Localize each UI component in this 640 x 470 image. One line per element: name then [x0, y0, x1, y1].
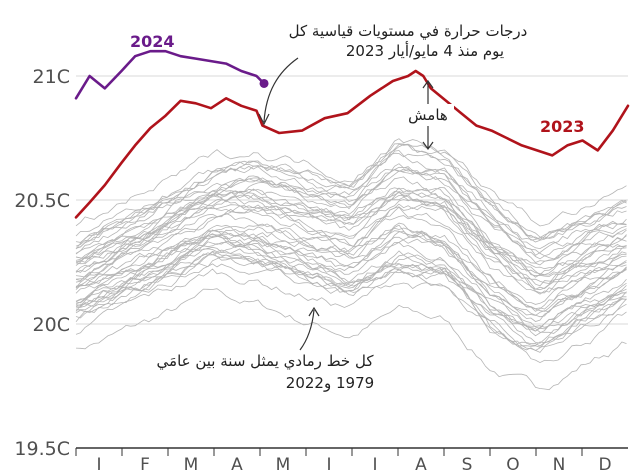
label-2024: 2024: [130, 32, 175, 51]
historical-year-line: [75, 187, 627, 273]
historical-year-line: [75, 176, 627, 270]
historical-year-line: [75, 138, 627, 227]
annotation-margin-label: هامش: [408, 106, 448, 124]
historical-year-line: [75, 190, 627, 278]
historical-year-line: [75, 234, 627, 329]
y-axis: 21C 20.5C 20C 19.5C: [14, 66, 70, 460]
annotation-margin-arrow-down: [422, 126, 434, 151]
y-tick-label: 20.5C: [14, 190, 70, 212]
historical-year-lines: [75, 138, 627, 391]
historical-year-line: [75, 252, 627, 347]
historical-year-line: [75, 168, 627, 259]
historical-year-line: [75, 190, 627, 277]
historical-year-line: [75, 191, 627, 290]
historical-year-line: [75, 222, 627, 318]
annotation-grey-lines: كل خط رمادي يمثل سنة بين عامَي 1979 و202…: [157, 306, 375, 392]
historical-year-line: [75, 143, 627, 250]
historical-year-line: [75, 288, 627, 391]
month-label: J: [95, 455, 101, 470]
annotation-record-line2: يوم منذ 4 مايو/أيار 2023: [346, 41, 504, 60]
annotation-grey-arrowhead: [308, 306, 320, 317]
month-label: S: [462, 455, 473, 470]
series-2023-line: [74, 69, 630, 219]
annotation-grey-line2: 1979 و2022: [286, 374, 374, 392]
annotation-margin-arrow-up: [422, 79, 434, 104]
month-label: O: [506, 455, 519, 470]
month-label: J: [371, 455, 377, 470]
month-label: M: [184, 455, 199, 470]
y-tick-label: 20C: [33, 314, 70, 336]
historical-year-line: [75, 201, 627, 295]
annotation-margin: هامش: [402, 79, 454, 151]
y-tick-label: 21C: [33, 66, 70, 88]
historical-year-line: [75, 246, 627, 334]
historical-year-line: [75, 206, 627, 294]
annotation-record-arrowhead: [258, 113, 270, 126]
month-label: N: [553, 455, 566, 470]
historical-year-line: [75, 252, 627, 332]
month-label: A: [231, 455, 243, 470]
historical-year-line: [75, 224, 627, 332]
annotation-record-line1: درجات حرارة في مستويات قياسية كل: [289, 22, 528, 41]
annotation-margin-bg: [402, 104, 454, 126]
historical-year-line: [75, 188, 627, 276]
annotation-grey-line1: كل خط رمادي يمثل سنة بين عامَي: [157, 352, 375, 371]
historical-year-line: [75, 251, 627, 348]
historical-year-line: [75, 143, 627, 249]
month-label: J: [325, 455, 331, 470]
historical-year-line: [75, 223, 627, 312]
historical-year-line: [75, 226, 627, 305]
historical-year-line: [75, 166, 627, 260]
month-label: F: [140, 455, 150, 470]
historical-year-line: [75, 254, 627, 353]
series-2023-group: [74, 69, 630, 219]
annotation-record: درجات حرارة في مستويات قياسية كل يوم منذ…: [258, 22, 528, 126]
historical-year-line: [75, 163, 627, 256]
historical-year-line: [75, 150, 627, 243]
historical-year-line: [75, 268, 627, 364]
series-2024-line: [74, 49, 266, 100]
historical-year-line: [75, 168, 627, 260]
series-2024-group: [74, 49, 269, 100]
historical-year-line: [75, 194, 627, 287]
annotation-record-arrow: [263, 57, 299, 123]
historical-year-line: [75, 143, 627, 240]
month-label: M: [276, 455, 291, 470]
label-2023: 2023: [540, 117, 585, 136]
series-2024-endpoint: [259, 78, 269, 88]
historical-year-line: [75, 241, 627, 337]
historical-year-line: [75, 204, 627, 285]
month-label: D: [598, 455, 611, 470]
y-tick-label: 19.5C: [14, 438, 70, 460]
annotation-grey-arrow: [299, 309, 315, 351]
historical-year-line: [75, 230, 627, 316]
month-label: A: [415, 455, 427, 470]
